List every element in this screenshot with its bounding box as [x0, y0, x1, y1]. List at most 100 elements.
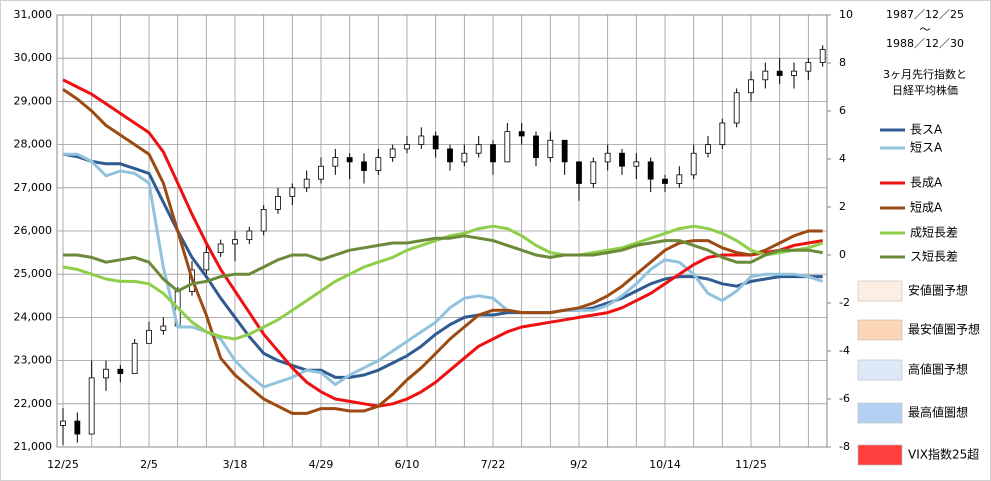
candle-body: [232, 239, 238, 245]
candle-body: [389, 148, 396, 158]
y-tick-label: 24,000: [14, 310, 53, 323]
candle-body: [146, 329, 152, 344]
candle-body: [805, 62, 812, 72]
period-to: 1988／12／30: [886, 37, 964, 50]
candle-body: [361, 161, 367, 171]
candle-body: [246, 230, 253, 241]
candle-body: [791, 70, 797, 76]
y2-tick-label: 8: [839, 56, 846, 69]
legend-label: 高値圏予想: [908, 362, 968, 377]
x-tick-label: 2/5: [140, 458, 158, 471]
x-tick-label: 4/29: [309, 458, 334, 471]
candle-body: [404, 144, 410, 150]
y2-tick-label: 4: [839, 152, 846, 165]
y2-tick-label: 0: [839, 248, 846, 261]
x-tick-label: 12/25: [47, 458, 79, 471]
y-tick-label: 26,000: [14, 224, 53, 237]
candle-body: [504, 131, 511, 163]
y2-tick-label: -4: [839, 344, 850, 357]
candle-body: [332, 157, 339, 167]
candle-body: [604, 152, 611, 163]
candle-body: [60, 420, 66, 426]
candle-body: [160, 325, 167, 331]
candle-body: [375, 157, 382, 171]
candle-body: [576, 161, 582, 184]
candle-body: [490, 144, 496, 163]
candle-body: [260, 208, 267, 232]
legend-label: 成短長差: [910, 226, 958, 240]
legend-label: 長スA: [910, 123, 943, 137]
x-tick-label: 9/2: [570, 458, 588, 471]
candle-body: [690, 152, 697, 176]
candle-body: [647, 161, 654, 180]
candle-body: [733, 92, 740, 124]
y-tick-label: 21,000: [14, 440, 53, 453]
candle-body: [217, 243, 224, 254]
x-tick-label: 7/22: [481, 458, 506, 471]
y-tick-label: 27,000: [14, 181, 53, 194]
series-line: [63, 234, 823, 293]
legend-label: 安値圏予想: [908, 283, 968, 298]
legend-label: 短スA: [910, 141, 943, 155]
candle-body: [705, 144, 711, 154]
legend-label: 短成A: [910, 201, 943, 215]
candle-body: [819, 49, 826, 63]
candle-body: [74, 420, 81, 435]
candle-body: [131, 342, 138, 374]
candle-body: [547, 139, 554, 158]
candle-body: [719, 122, 726, 146]
candle-body: [676, 174, 683, 184]
candle-body: [432, 135, 439, 150]
candle-body: [203, 252, 210, 271]
y2-tick-label: 2: [839, 200, 846, 213]
legend-box: [857, 359, 903, 381]
y-tick-label: 28,000: [14, 138, 53, 151]
candle-body: [590, 161, 597, 184]
y-tick-label: 22,000: [14, 397, 53, 410]
x-tick-label: 6/10: [395, 458, 420, 471]
y2-tick-label: -6: [839, 392, 850, 405]
period-sep: ～: [920, 23, 931, 36]
candle-body: [117, 368, 124, 374]
candle-body: [619, 152, 625, 167]
candle-body: [275, 196, 281, 210]
candle-body: [103, 368, 109, 379]
y-tick-label: 29,000: [14, 94, 53, 107]
candle-body: [303, 178, 310, 189]
y-tick-label: 30,000: [14, 51, 53, 64]
y2-tick-label: 10: [839, 8, 853, 21]
y2-tick-label: -2: [839, 296, 850, 309]
legend-box: [857, 402, 903, 424]
x-tick-label: 3/18: [223, 458, 248, 471]
y-tick-label: 31,000: [14, 8, 53, 21]
legend-label: 最安値圏予想: [908, 322, 980, 337]
legend-box: [857, 319, 903, 341]
candle-body: [748, 79, 754, 94]
series-line: [62, 78, 823, 408]
candle-body: [475, 144, 482, 154]
x-tick-label: 10/14: [649, 458, 681, 471]
y-tick-label: 25,000: [14, 267, 53, 280]
y2-tick-label: -8: [839, 440, 850, 453]
candle-body: [561, 139, 568, 163]
legend-box: [857, 444, 903, 466]
legend-label: 最高値圏想: [908, 405, 968, 420]
legend-label: ス短長差: [910, 250, 958, 264]
candle-body: [776, 70, 783, 76]
candle-body: [762, 70, 769, 81]
candle-body: [633, 161, 640, 167]
plot-frame: [56, 14, 828, 448]
candle-body: [318, 165, 324, 180]
candle-body: [662, 178, 668, 184]
candle-body: [447, 148, 453, 163]
candle-body: [461, 152, 468, 163]
x-tick-label: 11/25: [735, 458, 767, 471]
legend-label: VIX指数25超: [908, 447, 979, 462]
series-line: [63, 152, 824, 389]
candle-body: [533, 135, 539, 158]
candle-body: [346, 157, 353, 163]
candle-body: [289, 187, 296, 197]
legend-label: 長成A: [910, 176, 943, 190]
series-line: [62, 88, 823, 415]
